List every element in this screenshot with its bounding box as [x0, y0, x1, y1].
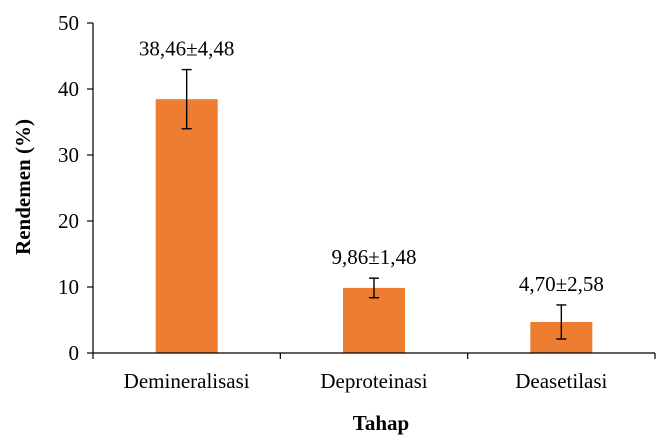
error-bar — [556, 304, 567, 340]
bar-data-label: 4,70±2,58 — [519, 272, 604, 296]
x-axis-category-labels: Demineralisasi Deproteinasi Deasetilasi — [124, 369, 608, 393]
x-axis-ticks — [92, 353, 656, 359]
x-category-label: Deasetilasi — [515, 369, 607, 393]
error-bars — [181, 68, 567, 340]
y-tick-label: 30 — [58, 143, 79, 167]
y-tick-label: 50 — [58, 11, 79, 35]
y-axis-ticks: 0 10 20 30 40 50 — [58, 11, 93, 365]
error-bar — [369, 277, 379, 299]
y-tick-label: 10 — [58, 275, 79, 299]
x-axis-title: Tahap — [353, 411, 409, 435]
y-tick-label: 40 — [58, 77, 79, 101]
y-axis-title: Rendemen (%) — [11, 119, 35, 255]
data-labels: 38,46±4,48 9,86±1,48 4,70±2,58 — [139, 37, 604, 296]
bars — [155, 99, 593, 353]
bar — [155, 99, 218, 353]
x-category-label: Demineralisasi — [124, 369, 250, 393]
y-tick-label: 0 — [69, 341, 80, 365]
y-tick-label: 20 — [58, 209, 79, 233]
bar-data-label: 9,86±1,48 — [331, 245, 416, 269]
bar — [343, 287, 405, 353]
bar-data-label: 38,46±4,48 — [139, 37, 235, 61]
error-bar — [181, 68, 192, 130]
x-category-label: Deproteinasi — [320, 369, 427, 393]
